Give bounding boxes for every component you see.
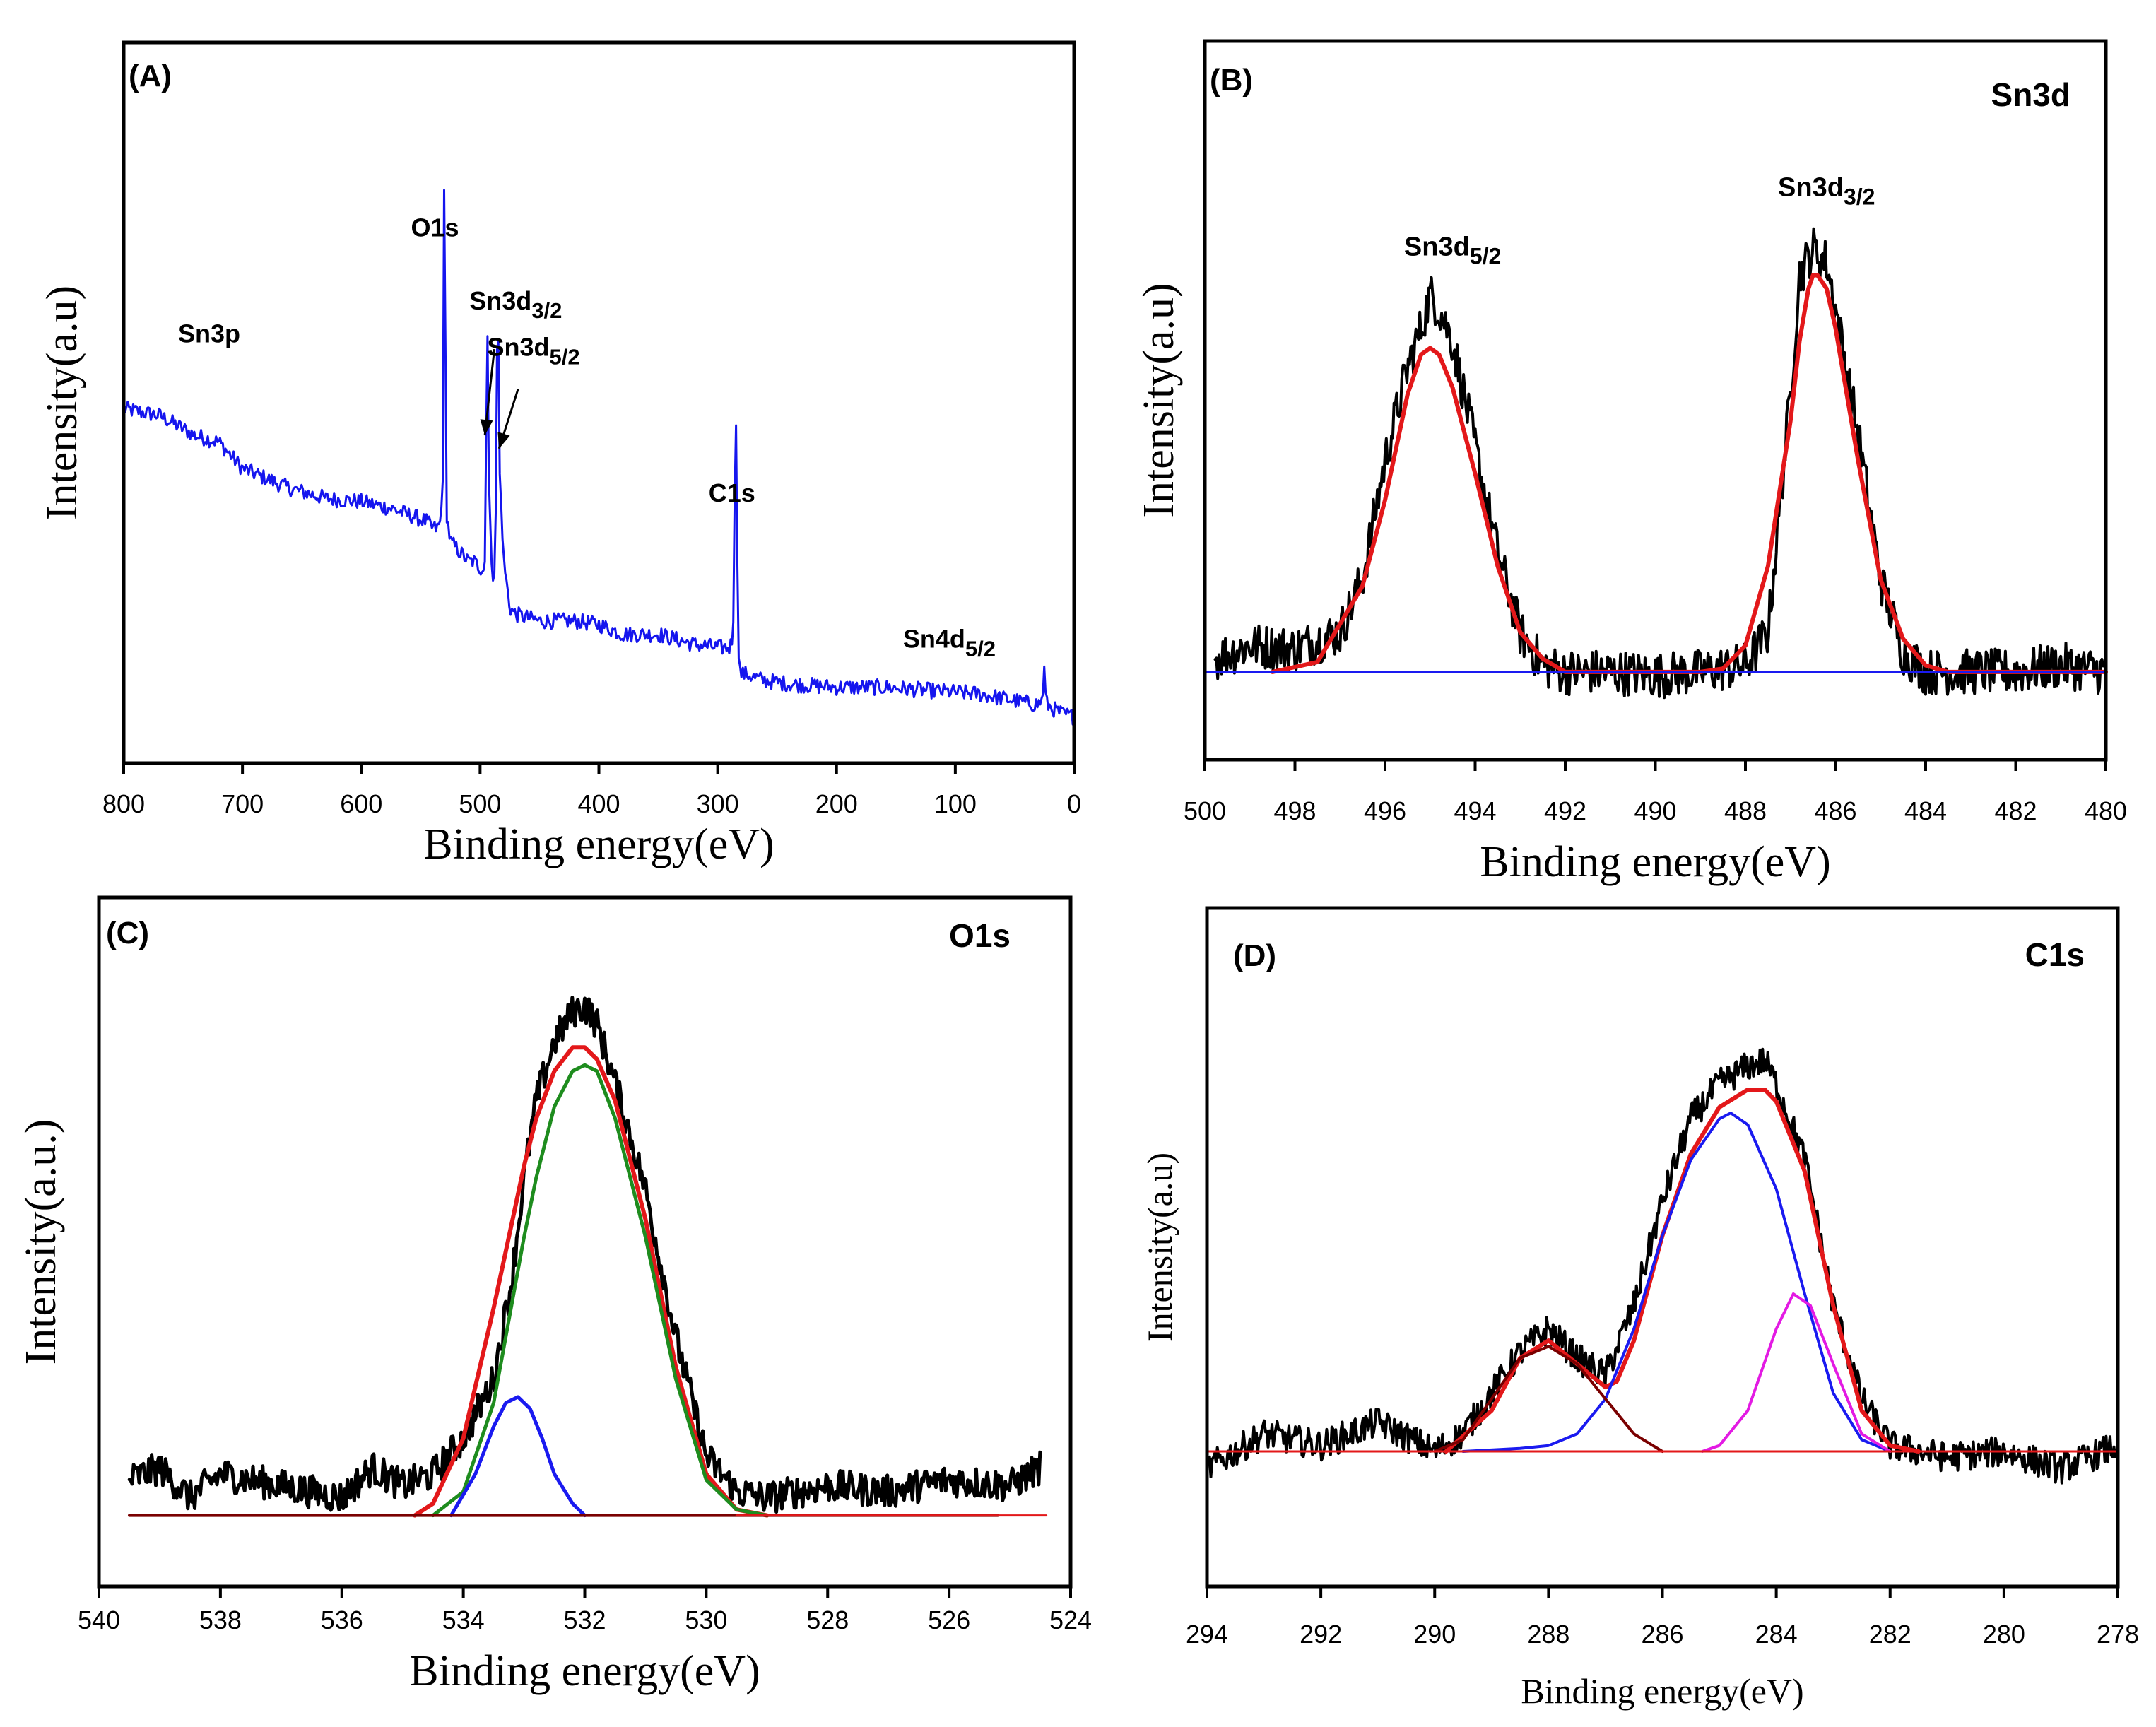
series-d-c-o (1700, 1292, 1892, 1453)
x-tick-label: 282 (1869, 1620, 1911, 1649)
x-tick-label: 538 (199, 1605, 242, 1634)
panel-label: (A) (129, 59, 172, 93)
peak-annotation-a-c1s: C1s (709, 478, 755, 507)
peak-annotation-b-sn3d52: Sn3d5/2 (1404, 232, 1501, 269)
panel-b: 500 498 496 494 492 490 488 486 484 482 480 Binding… (1135, 39, 2127, 886)
x-tick-label: 600 (340, 789, 382, 818)
panel-label: (C) (106, 916, 149, 950)
x-tick-label: 484 (1904, 796, 1947, 825)
x-tick-label: 494 (1454, 796, 1496, 825)
x-tick-label: 496 (1364, 796, 1406, 825)
arrow-sn3d52-head (497, 432, 510, 449)
x-tick-label: 200 (815, 789, 858, 818)
series-d-o-c-o (1433, 1345, 1664, 1453)
plot-frame (1203, 39, 2108, 762)
panel-a: 800 700 600 500 400 300 200 100 0 Binding energy(… (38, 40, 1081, 868)
y-axis-label: Intensity(a.u) (1135, 283, 1183, 517)
series-c-fit-envelope (412, 1045, 770, 1518)
x-tick-label: 500 (1184, 796, 1226, 825)
series-d-c-c (1461, 1112, 1892, 1453)
panel-label: (B) (1210, 63, 1253, 98)
x-axis-label: Binding energy(eV) (1521, 1671, 1803, 1711)
series-b-fit-envelope (1270, 273, 2108, 674)
peak-annotation-a-sn4d52: Sn4d5/2 (903, 624, 996, 661)
x-tick-label: 300 (697, 789, 739, 818)
x-tick-label: 526 (928, 1605, 970, 1634)
y-axis-label: Intensity(a.u.) (17, 1119, 65, 1365)
panel-d: 294 292 290 288 286 284 282 280 278 Binding energ… (1140, 906, 2139, 1711)
x-tick-label: 536 (321, 1605, 363, 1634)
x-tick-label: 100 (934, 789, 977, 818)
arrow-sn3d32-head (480, 419, 493, 436)
x-tick-label: 482 (1994, 796, 2037, 825)
peak-annotation-b-sn3d32: Sn3d3/2 (1778, 172, 1875, 209)
x-tick-label: 528 (806, 1605, 849, 1634)
x-tick-label: 492 (1544, 796, 1586, 825)
x-tick-label: 280 (1983, 1620, 2025, 1649)
x-tick-label: 540 (78, 1605, 120, 1634)
x-tick-label: 480 (2085, 796, 2127, 825)
x-tick-label: 534 (442, 1605, 485, 1634)
y-axis-label: Intensity(a.u) (1140, 1153, 1179, 1342)
panel-label: (D) (1233, 938, 1276, 973)
x-tick-label: 292 (1300, 1620, 1342, 1649)
x-tick-label: 486 (1814, 796, 1856, 825)
series-c-experimental (127, 996, 1042, 1514)
x-tick-label: 498 (1273, 796, 1316, 825)
series-c-surface-oh (449, 1395, 587, 1518)
x-axis-label: Binding energy(eV) (409, 1647, 760, 1695)
x-tick-label: 0 (1067, 789, 1081, 818)
x-tick-label: 800 (102, 789, 145, 818)
peak-annotation-a-sn3d52: Sn3d5/2 (487, 332, 579, 369)
series-b-experimental (1213, 227, 2107, 700)
x-tick-label: 488 (1724, 796, 1767, 825)
panel-title: Sn3d (1991, 76, 2070, 113)
peak-annotation-a-o1s: O1s (411, 213, 459, 242)
series-d-experimental (1206, 1047, 2119, 1485)
x-tick-label: 524 (1049, 1605, 1092, 1634)
plot-frame (1205, 906, 2120, 1589)
x-tick-label: 400 (577, 789, 620, 818)
series-d-fit-envelope (1444, 1088, 1921, 1454)
panel-title: O1s (949, 917, 1011, 954)
x-tick-label: 530 (685, 1605, 727, 1634)
x-tick-label: 500 (459, 789, 501, 818)
x-tick-label: 288 (1527, 1620, 1569, 1649)
series-a-survey (122, 189, 1076, 726)
panel-title: C1s (2025, 936, 2085, 973)
x-tick-label: 284 (1755, 1620, 1798, 1649)
x-tick-label: 490 (1634, 796, 1676, 825)
series-c-lattice-oxygen (431, 1063, 769, 1518)
y-axis-label: Intensity(a.u) (38, 285, 86, 520)
x-tick-label: 294 (1186, 1620, 1228, 1649)
x-tick-label: 700 (221, 789, 264, 818)
x-axis-label: Binding energy(eV) (423, 820, 774, 868)
peak-annotation-a-sn3p: Sn3p (178, 319, 240, 348)
x-axis-label: Binding energy(eV) (1480, 838, 1830, 886)
x-tick-label: 278 (2097, 1620, 2139, 1649)
peak-annotation-a-sn3d32: Sn3d3/2 (469, 286, 562, 323)
x-tick-label: 290 (1413, 1620, 1456, 1649)
x-tick-label: 532 (563, 1605, 606, 1634)
plot-frame (122, 40, 1076, 765)
panel-c: 540 538 536 534 532 530 528 526 524 Binding energ… (17, 895, 1092, 1695)
x-tick-label: 286 (1641, 1620, 1683, 1649)
